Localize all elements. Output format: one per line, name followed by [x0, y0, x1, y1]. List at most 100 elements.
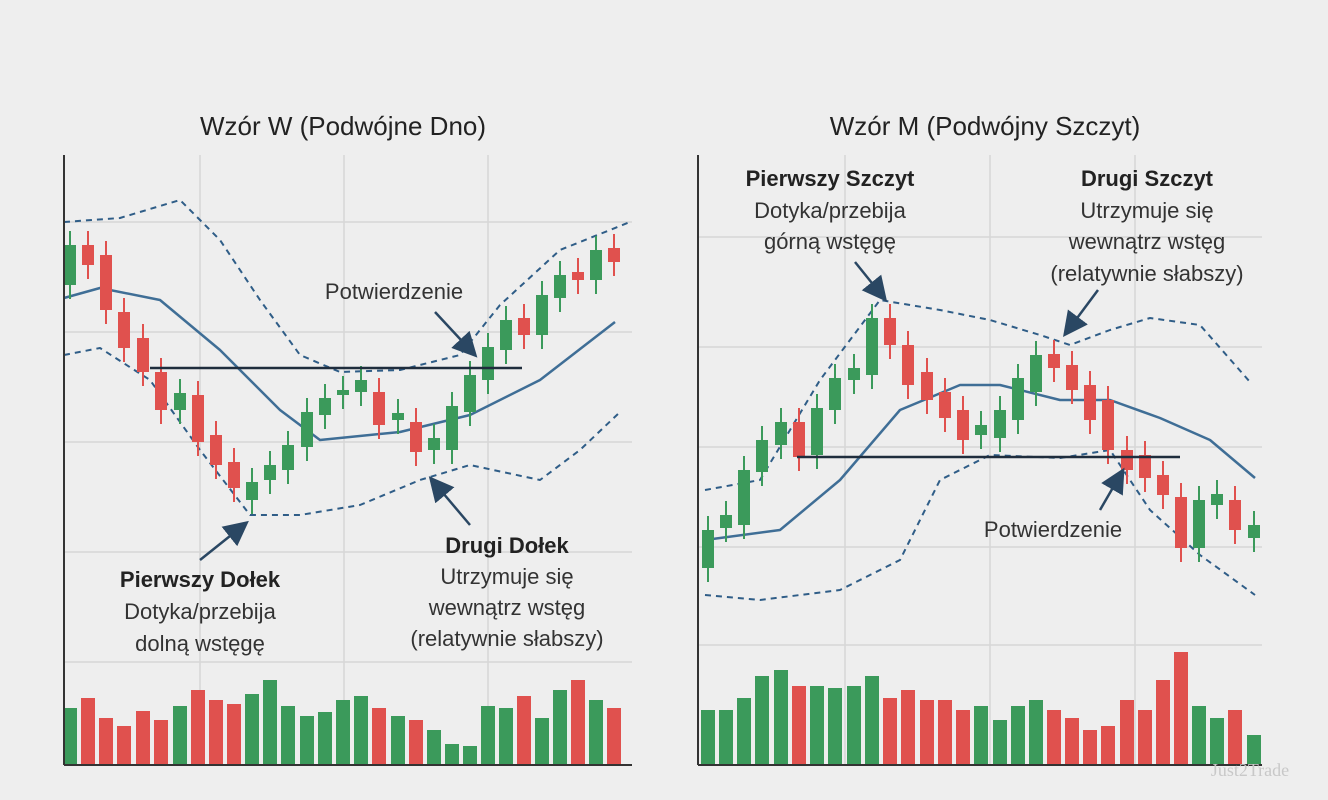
volume-bar: [1156, 680, 1170, 764]
candle: [1121, 450, 1133, 470]
candle: [373, 392, 385, 425]
volume-bar: [281, 706, 295, 764]
middle-band: [63, 286, 616, 442]
candle: [1139, 455, 1151, 478]
volume-bar: [463, 746, 477, 764]
candle: [756, 440, 768, 472]
arrow: [428, 476, 471, 526]
candle: [1048, 354, 1060, 368]
volume-bar: [607, 708, 621, 764]
volume-bar: [920, 700, 934, 764]
candle: [702, 530, 714, 568]
bands: [63, 199, 1256, 601]
candle: [1157, 475, 1169, 495]
volume-bar: [901, 690, 915, 764]
volume-bar: [1138, 710, 1152, 764]
volume-bar: [481, 706, 495, 764]
volume-bar: [974, 706, 988, 764]
volume-bar: [774, 670, 788, 764]
candle: [518, 318, 530, 335]
volume-bar: [372, 708, 386, 764]
candle: [1193, 500, 1205, 548]
volume-bar: [391, 716, 405, 764]
volume-bar: [445, 744, 459, 764]
label: Utrzymuje się: [1080, 198, 1213, 223]
candle: [464, 375, 476, 412]
candle: [1211, 494, 1223, 505]
volume-bar: [571, 680, 585, 764]
candles: [64, 231, 1260, 582]
band: [704, 299, 1251, 491]
volume-bar: [209, 700, 223, 764]
arrow: [854, 261, 888, 302]
candle: [608, 248, 620, 262]
candle: [337, 390, 349, 395]
volume-bar: [1120, 700, 1134, 764]
candle: [500, 320, 512, 350]
candle: [1248, 525, 1260, 538]
middle-band: [704, 383, 1256, 542]
label: wewnątrz wstęg: [428, 595, 586, 620]
volume-bar: [883, 698, 897, 764]
volume-bar: [409, 720, 423, 764]
candle: [536, 295, 548, 335]
title: Wzór W (Podwójne Dno): [200, 111, 486, 141]
candle: [1229, 500, 1241, 530]
label: Dotyka/przebija: [754, 198, 906, 223]
volume-bar: [263, 680, 277, 764]
volume-bar: [136, 711, 150, 764]
volume-bar: [154, 720, 168, 764]
volume-bar: [1210, 718, 1224, 764]
candle: [264, 465, 276, 480]
candle: [118, 312, 130, 348]
volume-bar: [227, 704, 241, 764]
volume-bar: [792, 686, 806, 764]
volume-bar: [956, 710, 970, 764]
label: wewnątrz wstęg: [1068, 229, 1226, 254]
label: Potwierdzenie: [325, 279, 463, 304]
label: (relatywnie słabszy): [1050, 261, 1243, 286]
candle: [884, 318, 896, 345]
volume-bar: [719, 710, 733, 764]
candle: [137, 338, 149, 372]
arrow: [1098, 467, 1125, 511]
volume-bar: [517, 696, 531, 764]
candle: [482, 347, 494, 380]
volume-bar: [1174, 652, 1188, 764]
candle: [64, 245, 76, 285]
candle: [319, 398, 331, 415]
candle: [100, 255, 112, 310]
volume-bar: [300, 716, 314, 764]
candle: [572, 272, 584, 280]
volume-bar: [701, 710, 715, 764]
candle: [994, 410, 1006, 438]
candle: [1066, 365, 1078, 390]
volume-bar: [755, 676, 769, 764]
volume-bar: [354, 696, 368, 764]
candle: [848, 368, 860, 380]
candle: [246, 482, 258, 500]
volume: [63, 652, 1261, 764]
arrow: [1063, 289, 1100, 338]
arrow: [199, 520, 249, 561]
band: [63, 347, 621, 516]
volume-bar: [847, 686, 861, 764]
candle: [921, 372, 933, 400]
label: Dotyka/przebija: [124, 599, 276, 624]
candle: [428, 438, 440, 450]
candle: [866, 318, 878, 375]
candle: [410, 422, 422, 452]
volume-bar: [1011, 706, 1025, 764]
candle: [1102, 400, 1114, 450]
candle: [720, 515, 732, 528]
volume-bar: [245, 694, 259, 764]
volume-bar: [938, 700, 952, 764]
candle: [282, 445, 294, 470]
volume-bar: [589, 700, 603, 764]
band: [704, 449, 1256, 601]
arrow: [434, 311, 478, 358]
label: Potwierdzenie: [984, 517, 1122, 542]
volume-bar: [191, 690, 205, 764]
volume-bar: [1247, 735, 1261, 764]
